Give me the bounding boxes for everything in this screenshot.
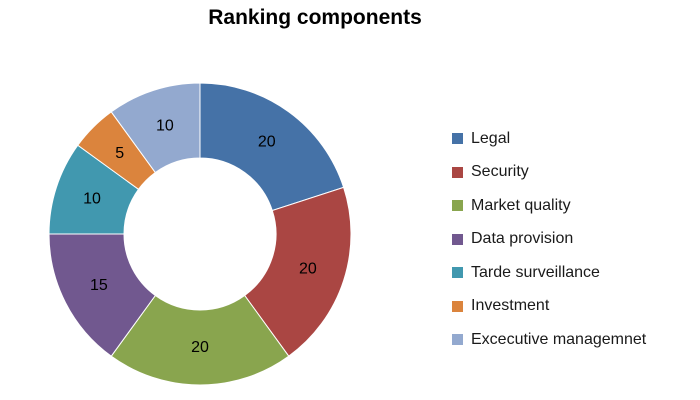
- data-label-data-provision: 15: [90, 277, 108, 294]
- legend-label: Market quality: [471, 196, 571, 214]
- legend-label: Tarde surveillance: [471, 263, 600, 281]
- data-label-investment: 5: [115, 145, 124, 162]
- legend-label: Security: [471, 163, 529, 181]
- legend-item-security: Security: [452, 156, 646, 190]
- data-label-market-quality: 20: [191, 339, 209, 356]
- legend-swatch: [452, 133, 463, 145]
- slice-security: [243, 186, 352, 357]
- legend-label: Investment: [471, 297, 550, 315]
- legend-swatch: [452, 267, 463, 279]
- slice-market-quality: [110, 294, 290, 386]
- legend-item-market-quality: Market quality: [452, 189, 646, 223]
- legend-item-excecutive-managemnet: Excecutive managemnet: [452, 323, 646, 357]
- data-label-tarde-surveillance: 10: [83, 190, 101, 207]
- legend-swatch: [452, 200, 463, 212]
- legend-swatch: [452, 334, 463, 346]
- legend-item-legal: Legal: [452, 122, 646, 156]
- legend-swatch: [452, 300, 463, 312]
- data-label-security: 20: [299, 261, 317, 278]
- legend-label: Legal: [471, 129, 511, 147]
- legend-swatch: [452, 233, 463, 245]
- slice-excecutive-managemnet: [110, 82, 201, 174]
- data-label-excecutive-managemnet: 10: [156, 118, 174, 135]
- legend: Legal Security Market quality Data provisio…: [452, 122, 646, 357]
- legend-swatch: [452, 166, 463, 178]
- legend-label: Data provision: [471, 230, 574, 248]
- legend-item-data-provision: Data provision: [452, 223, 646, 257]
- legend-label: Excecutive managemnet: [471, 330, 647, 348]
- legend-item-investment: Investment: [452, 290, 646, 324]
- data-label-legal: 20: [258, 134, 276, 151]
- slice-legal: [199, 82, 345, 212]
- legend-item-tarde-surveillance: Tarde surveillance: [452, 256, 646, 290]
- chart-title: Ranking components: [208, 6, 422, 29]
